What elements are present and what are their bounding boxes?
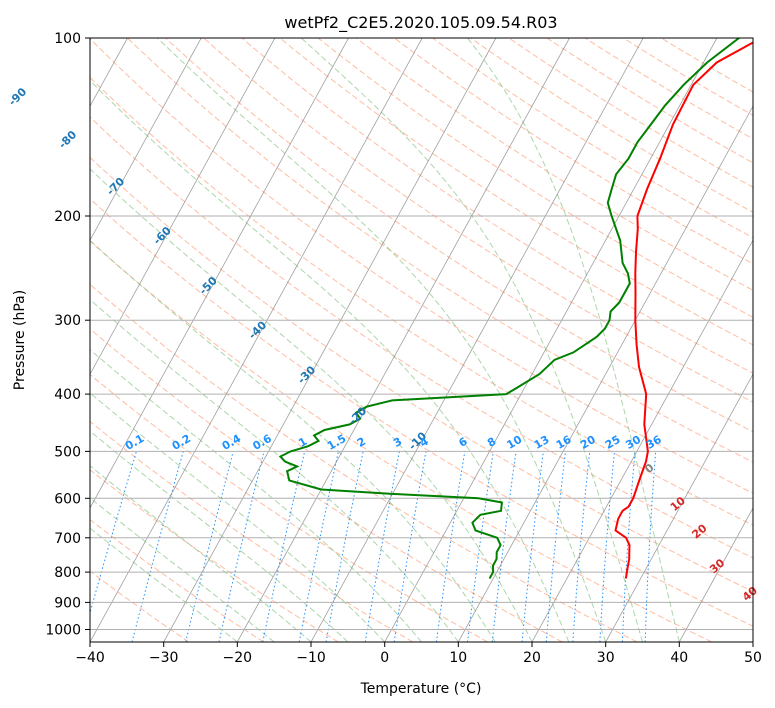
y-tick-label: 700 <box>54 531 81 547</box>
moist-adiabat-line <box>90 79 570 642</box>
x-tick-label: −10 <box>296 650 326 666</box>
dry-adiabat-line <box>90 198 753 627</box>
x-tick-label: 20 <box>523 650 541 666</box>
isotherm-line <box>90 38 202 242</box>
x-tick-label: −40 <box>75 650 105 666</box>
y-tick-label: 200 <box>54 209 81 225</box>
x-tick-label: 10 <box>449 650 467 666</box>
dry-adiabat-line <box>90 420 414 642</box>
mixing-ratio-line <box>521 451 544 642</box>
mixing-ratio-line <box>435 451 466 642</box>
moist-adiabat-line <box>90 239 496 642</box>
isotherm-line <box>163 38 497 642</box>
y-axis-label: Pressure (hPa) <box>12 290 28 390</box>
moist-adiabat-line <box>90 527 238 642</box>
dry-adiabat-line <box>90 76 753 526</box>
moist-adiabat-line <box>90 392 386 642</box>
isotherm-line <box>384 38 718 642</box>
dry-adiabat-line <box>90 328 563 642</box>
x-axis-label: Temperature (°C) <box>360 681 482 697</box>
dry-adiabat-line <box>241 38 753 374</box>
dry-adiabat-line <box>394 38 753 265</box>
y-tick-label: 800 <box>54 565 81 581</box>
x-tick-label: 0 <box>380 650 389 666</box>
dewpoint-line <box>278 38 740 579</box>
x-tick-label: 40 <box>670 650 688 666</box>
isotherm-line <box>90 38 349 509</box>
y-tick-label: 400 <box>54 387 81 403</box>
y-tick-label: 1000 <box>45 623 81 639</box>
isotherm-line <box>90 38 276 376</box>
isotherm-line <box>236 38 570 642</box>
moist-adiabat-line <box>300 38 643 642</box>
mixing-ratio-line <box>467 451 494 642</box>
dry-adiabat-line <box>546 38 753 164</box>
isotherm-line <box>531 239 753 642</box>
dry-adiabat-line <box>279 38 753 346</box>
dry-adiabat-line <box>90 116 753 559</box>
temperature-line <box>614 41 753 579</box>
y-tick-label: 600 <box>54 491 81 507</box>
isotherm-line <box>678 507 753 642</box>
dry-adiabat-line <box>90 518 264 642</box>
y-tick-label: 500 <box>54 444 81 460</box>
dry-adiabat-line <box>90 283 638 642</box>
mixing-ratio-line <box>218 451 265 642</box>
mixing-ratio-line <box>545 451 566 642</box>
dry-adiabat-line <box>165 38 753 433</box>
y-tick-label: 900 <box>54 595 81 611</box>
isotherm-line <box>310 38 644 642</box>
y-tick-label: 100 <box>54 31 81 47</box>
moist-adiabat-line <box>90 168 533 642</box>
moist-adiabat-line <box>90 430 349 642</box>
mixing-ratio-line <box>491 451 517 642</box>
isotherm-line <box>90 38 423 642</box>
chart-title: wetPf2_C2E5.2020.105.09.54.R03 <box>284 13 557 33</box>
dry-adiabat-line <box>90 469 339 642</box>
x-tick-label: 50 <box>744 650 762 666</box>
isotherm-line <box>457 105 753 642</box>
dry-adiabat-line <box>432 38 753 239</box>
dry-adiabat-line <box>90 240 712 642</box>
plot-frame <box>89 37 754 643</box>
isotherm-line <box>605 373 753 642</box>
x-tick-label: 30 <box>597 650 615 666</box>
mixing-ratio-line <box>185 451 234 642</box>
y-tick-label: 300 <box>54 313 81 329</box>
mixing-ratio-line <box>90 451 137 615</box>
dry-adiabat-line <box>90 156 753 593</box>
x-tick-label: −20 <box>223 650 253 666</box>
moist-adiabat-line <box>90 497 275 642</box>
x-tick-label: −30 <box>149 650 179 666</box>
moist-adiabat-line <box>90 348 422 642</box>
moist-adiabat-line <box>157 38 607 642</box>
moist-adiabat-line <box>467 38 680 642</box>
